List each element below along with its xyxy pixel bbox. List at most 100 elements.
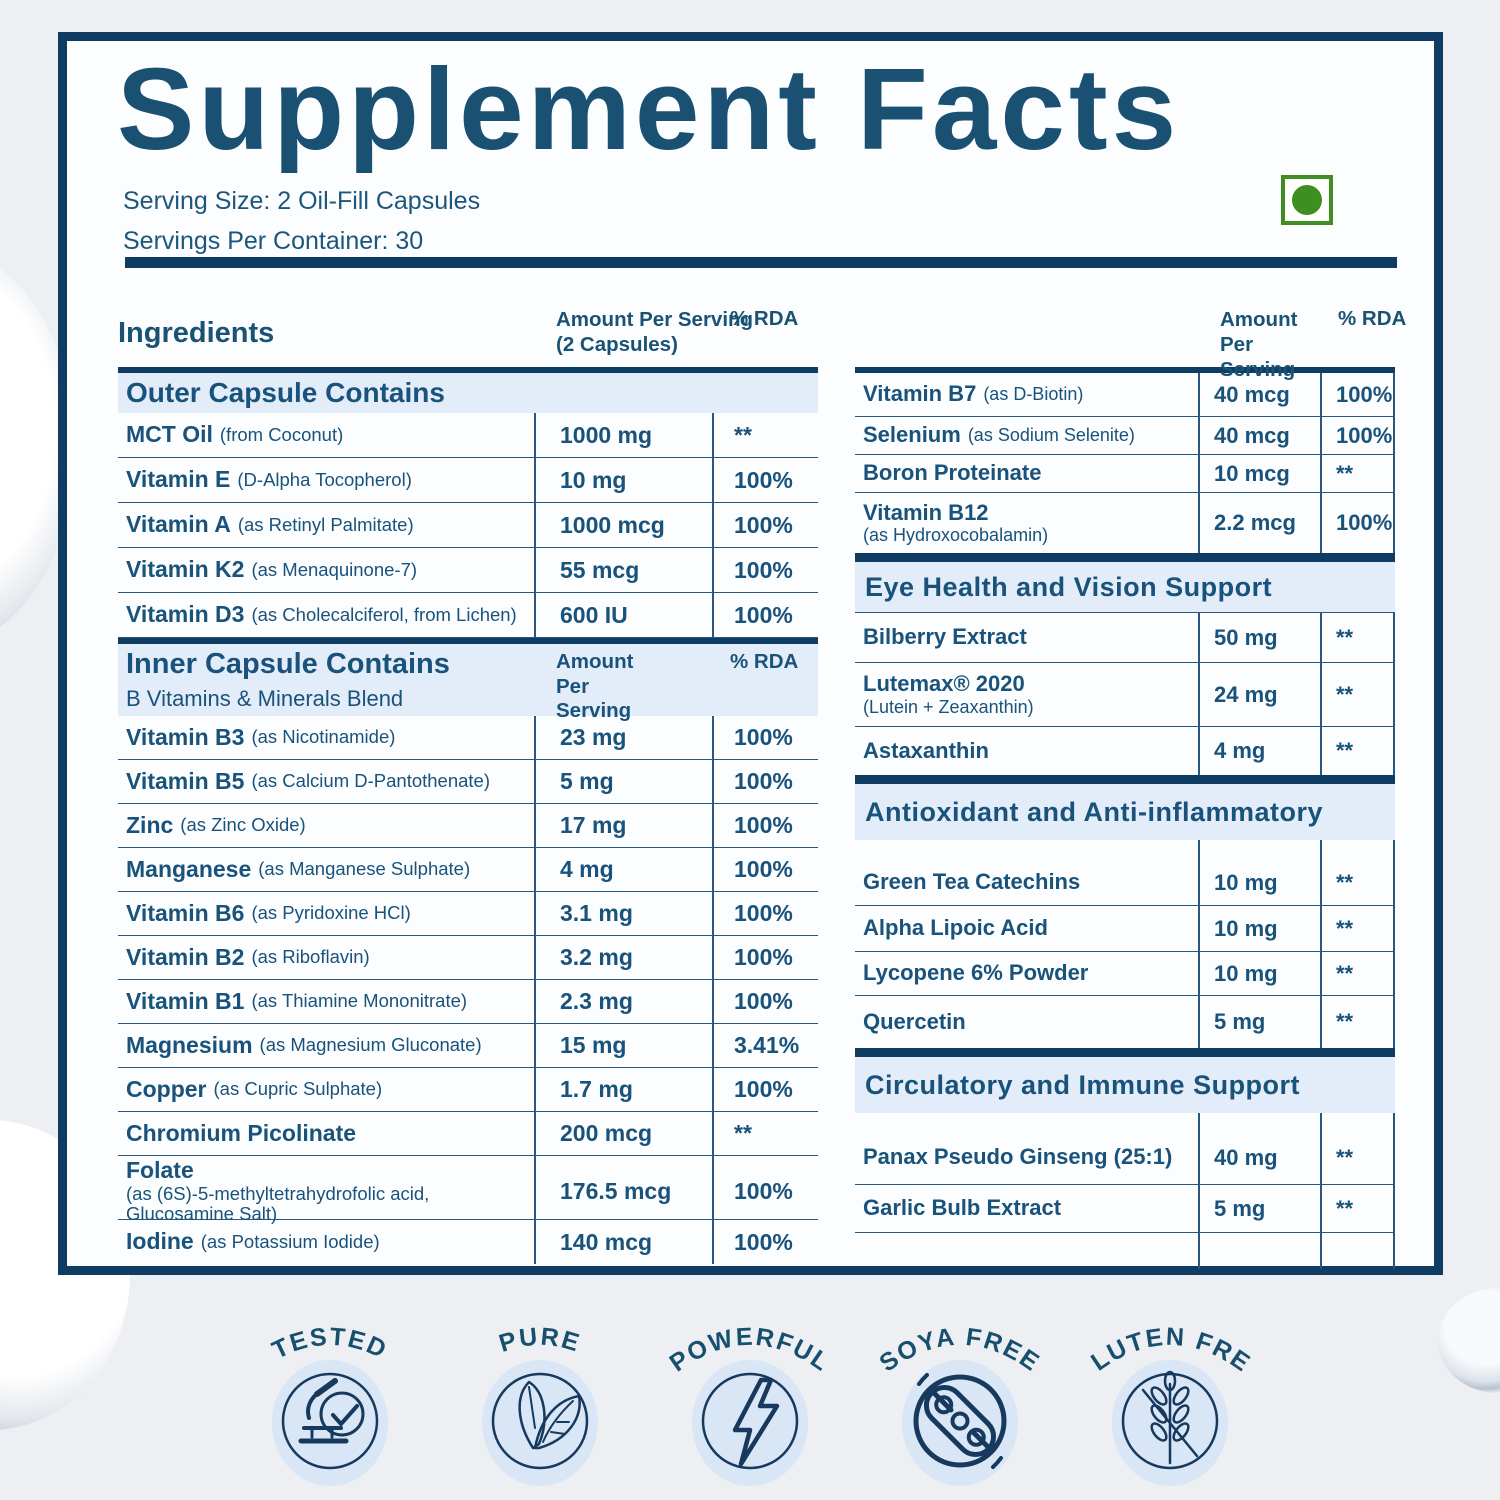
ingredient-name: Folate — [126, 1157, 194, 1183]
amount-value: 2.2 mcg — [1198, 493, 1320, 553]
right-column: Amount Per Serving % RDA Vitamin B7 (as D… — [855, 305, 1407, 1269]
spacer-row — [855, 840, 1395, 860]
amount-value: 10 mcg — [1198, 455, 1320, 492]
ingredient-name: Vitamin K2 — [126, 556, 245, 583]
table-row: Lutemax® 2020 (Lutein + Zeaxanthin) 24 mg… — [855, 663, 1395, 727]
rda-value: ** — [712, 413, 818, 457]
rda-header: % RDA — [1338, 307, 1407, 330]
ingredient-name: Zinc — [126, 811, 174, 838]
rda-value: 100% — [712, 804, 818, 847]
amount-value: 5 mg — [534, 760, 712, 803]
amount-value: 10 mg — [534, 458, 712, 502]
ingredient-detail: (as Manganese Sulphate) — [258, 858, 471, 880]
rda-value: 100% — [1320, 417, 1395, 454]
ingredient-detail: (as D-Biotin) — [983, 384, 1084, 405]
ingredient-name: Copper — [126, 1075, 207, 1102]
table-row: Lycopene 6% Powder 10 mg ** — [855, 952, 1395, 996]
ingredient-detail: (as Nicotinamide) — [251, 726, 396, 748]
badge-circle-bg — [272, 1360, 388, 1486]
table-row: Vitamin K2 (as Menaquinone-7) 55 mcg 100% — [118, 548, 818, 593]
table-row: Magnesium (as Magnesium Gluconate) 15 mg … — [118, 1024, 818, 1068]
ingredient-name: Boron Proteinate — [863, 460, 1042, 486]
svg-text:TESTED: TESTED — [268, 1323, 392, 1365]
rda-value: ** — [1320, 455, 1395, 492]
rda-value: 3.41% — [712, 1024, 818, 1067]
rda-value: 100% — [712, 593, 818, 637]
badge-tested: TESTED — [268, 1323, 392, 1486]
spacer-row — [855, 1113, 1395, 1131]
ingredient-detail: (as (6S)-5-methyltetrahydrofolic acid, G… — [126, 1182, 430, 1225]
amount-value: 1000 mcg — [534, 503, 712, 547]
section-band-circulatory: Circulatory and Immune Support — [855, 1057, 1395, 1113]
amount-value: 140 mcg — [534, 1220, 712, 1264]
amount-value: 3.2 mg — [534, 936, 712, 979]
rda-value: ** — [1320, 1185, 1395, 1232]
ingredient-name: Alpha Lipoic Acid — [863, 915, 1048, 941]
ingredient-name: Vitamin B12 — [863, 499, 989, 525]
ingredient-name: Lycopene 6% Powder — [863, 960, 1089, 986]
badge-powerful: POWERFUL — [665, 1323, 833, 1486]
ingredient-detail: (as Calcium D-Pantothenate) — [251, 770, 491, 792]
amount-value: 24 mg — [1198, 663, 1320, 726]
vegetarian-mark-icon — [1281, 175, 1333, 225]
rda-value: 100% — [712, 458, 818, 502]
ingredient-name: Vitamin B7 — [863, 381, 977, 407]
lightning-icon — [701, 1372, 799, 1470]
spacer — [855, 305, 1198, 382]
amount-header-line1: Amount Per Serving — [556, 308, 754, 331]
amount-value: 4 mg — [534, 848, 712, 891]
amount-header-line2: (2 Capsules) — [556, 333, 678, 356]
rda-value: ** — [712, 1112, 818, 1155]
amount-value: 176.5 mcg — [534, 1156, 712, 1228]
facts-panel: Supplement Facts Serving Size: 2 Oil-Fil… — [58, 32, 1443, 1275]
table-row: Vitamin E (D-Alpha Tocopherol) 10 mg 100% — [118, 458, 818, 503]
badge-soya-free: SOYA FREE — [875, 1323, 1043, 1486]
ingredient-detail: (from Coconut) — [219, 423, 344, 445]
ingredient-detail: (as Thiamine Mononitrate) — [251, 990, 468, 1012]
ingredient-detail: (as Zinc Oxide) — [180, 814, 306, 836]
table-row: Vitamin B2 (as Riboflavin) 3.2 mg 100% — [118, 936, 818, 980]
table-row: Astaxanthin 4 mg ** — [855, 727, 1395, 775]
ingredient-detail: (as Retinyl Palmitate) — [237, 513, 414, 535]
table-row: Vitamin B7 (as D-Biotin) 40 mcg 100% — [855, 373, 1395, 417]
section-title: Circulatory and Immune Support — [865, 1069, 1301, 1100]
no-gluten-icon — [1121, 1370, 1219, 1470]
spacer-row — [855, 1233, 1395, 1269]
inner-subtitle: B Vitamins & Minerals Blend — [126, 686, 404, 712]
amount-value: 15 mg — [534, 1024, 712, 1067]
ingredient-detail: (Lutein + Zeaxanthin) — [863, 696, 1034, 717]
amount-value: 1000 mg — [534, 413, 712, 457]
amount-value: 200 mcg — [534, 1112, 712, 1155]
amount-value: 55 mcg — [534, 548, 712, 592]
rda-value: 100% — [712, 716, 818, 759]
serving-size: Serving Size: 2 Oil-Fill Capsules — [123, 187, 481, 215]
ingredient-name: Lutemax® 2020 — [863, 671, 1025, 697]
section-divider-bar — [855, 1048, 1395, 1057]
table-row: Vitamin B1 (as Thiamine Mononitrate) 2.3 … — [118, 980, 818, 1024]
rda-value: ** — [1320, 952, 1395, 995]
ingredient-name: Panax Pseudo Ginseng (25:1) — [863, 1144, 1173, 1170]
rda-value: 100% — [1320, 493, 1395, 553]
table-row: Alpha Lipoic Acid 10 mg ** — [855, 906, 1395, 952]
ingredient-name: Vitamin D3 — [126, 601, 245, 628]
amount-value: 40 mcg — [1198, 417, 1320, 454]
table-row: Chromium Picolinate 200 mcg ** — [118, 1112, 818, 1156]
ingredient-name: Selenium — [863, 422, 961, 448]
rda-value: ** — [1320, 663, 1395, 726]
section-band-eye-health: Eye Health and Vision Support — [855, 562, 1395, 613]
ingredient-name: Vitamin E — [126, 466, 231, 493]
table-row: Selenium (as Sodium Selenite) 40 mcg 100% — [855, 417, 1395, 455]
ingredient-detail: (as Hydroxocobalamin) — [863, 525, 1049, 546]
table-row: Garlic Bulb Extract 5 mg ** — [855, 1185, 1395, 1233]
rda-value: 100% — [712, 1068, 818, 1111]
amount-header: Amount Per Serving (2 Capsules) — [534, 305, 753, 367]
amount-value: 50 mg — [1198, 613, 1320, 662]
rda-value: ** — [1320, 860, 1395, 905]
rda-value: 100% — [712, 848, 818, 891]
table-row: Boron Proteinate 10 mcg ** — [855, 455, 1395, 493]
amount-value: 40 mg — [1198, 1131, 1320, 1184]
ingredient-detail: (D-Alpha Tocopherol) — [237, 468, 412, 490]
no-soy-icon — [913, 1373, 1007, 1469]
ingredient-name: Manganese — [126, 855, 252, 882]
